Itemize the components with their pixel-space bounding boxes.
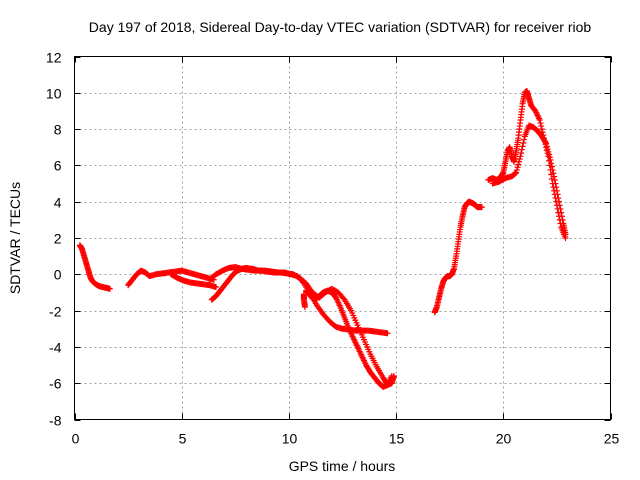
- y-tick-label: 12: [46, 50, 62, 66]
- y-tick-label: 2: [54, 231, 62, 247]
- data-point: [549, 166, 556, 173]
- y-tick-label: -6: [49, 376, 62, 392]
- data-point: [538, 123, 545, 130]
- x-tick-label: 5: [179, 431, 187, 447]
- data-point: [388, 372, 395, 379]
- x-tick-label: 20: [496, 431, 512, 447]
- data-point: [544, 146, 551, 153]
- data-point: [559, 216, 566, 223]
- x-tick-label: 15: [389, 431, 405, 447]
- x-tick-label: 25: [604, 431, 620, 447]
- data-point: [547, 156, 554, 163]
- data-points: [76, 87, 569, 390]
- data-point: [513, 169, 520, 176]
- data-point: [516, 158, 523, 165]
- data-point: [213, 284, 220, 291]
- series-arc1: [76, 242, 113, 292]
- data-point: [554, 191, 561, 198]
- data-point: [545, 148, 552, 155]
- data-point: [515, 161, 522, 168]
- series-arc5b: [489, 122, 569, 238]
- data-point: [512, 170, 519, 177]
- y-tick-labels: -8 -6 -4 -2 0 2 4 6 8 10 12: [46, 50, 62, 429]
- x-tick-label: 0: [72, 431, 80, 447]
- data-point: [543, 140, 550, 147]
- data-point: [550, 170, 557, 177]
- data-point: [536, 117, 543, 124]
- data-point: [301, 303, 308, 310]
- data-point: [558, 213, 565, 220]
- data-point: [521, 136, 528, 143]
- data-point: [518, 149, 525, 156]
- data-point: [513, 166, 520, 173]
- data-point: [384, 330, 391, 337]
- data-point: [520, 140, 527, 147]
- y-tick-label: -8: [49, 413, 62, 429]
- data-point: [555, 195, 562, 202]
- data-point: [548, 160, 555, 167]
- y-axis-label: SDTVAR / TECUs: [7, 182, 23, 294]
- y-tick-label: 6: [54, 158, 62, 174]
- data-point: [553, 187, 560, 194]
- data-point: [519, 143, 526, 150]
- data-point: [518, 146, 525, 153]
- y-tick-label: 10: [46, 86, 62, 102]
- data-point: [537, 120, 544, 127]
- series-arc3d: [300, 291, 308, 310]
- data-point: [546, 154, 553, 161]
- data-point: [517, 153, 524, 160]
- data-point: [340, 295, 347, 302]
- y-tick-label: 0: [54, 267, 62, 283]
- data-point: [557, 205, 564, 212]
- series-arc2b: [167, 271, 220, 291]
- y-tick-label: -4: [49, 340, 62, 356]
- data-point: [548, 163, 555, 170]
- data-point: [552, 180, 559, 187]
- y-tick-label: 8: [54, 122, 62, 138]
- x-tick-label: 10: [282, 431, 298, 447]
- data-point: [546, 151, 553, 158]
- data-point: [556, 202, 563, 209]
- series-arc3c: [303, 287, 395, 390]
- data-point: [542, 139, 549, 146]
- data-point: [543, 143, 550, 150]
- data-point: [562, 231, 569, 238]
- data-point: [106, 285, 113, 292]
- data-point: [556, 198, 563, 205]
- y-tick-label: 4: [54, 195, 62, 211]
- data-point: [538, 126, 545, 133]
- chart-title: Day 197 of 2018, Sidereal Day-to-day VTE…: [89, 19, 592, 35]
- data-point: [478, 204, 485, 211]
- axis-ticks: [74, 56, 612, 421]
- data-point: [551, 176, 558, 183]
- data-point: [551, 173, 558, 180]
- x-tick-labels: 0 5 10 15 20 25: [72, 431, 620, 447]
- data-point: [516, 156, 523, 163]
- x-axis-label: GPS time / hours: [289, 458, 396, 474]
- data-point: [558, 209, 565, 216]
- data-point: [553, 184, 560, 191]
- series-arc5a: [485, 87, 569, 241]
- grid: [74, 56, 611, 420]
- y-tick-label: -2: [49, 304, 62, 320]
- series-arc4: [431, 198, 485, 316]
- data-point: [514, 164, 521, 171]
